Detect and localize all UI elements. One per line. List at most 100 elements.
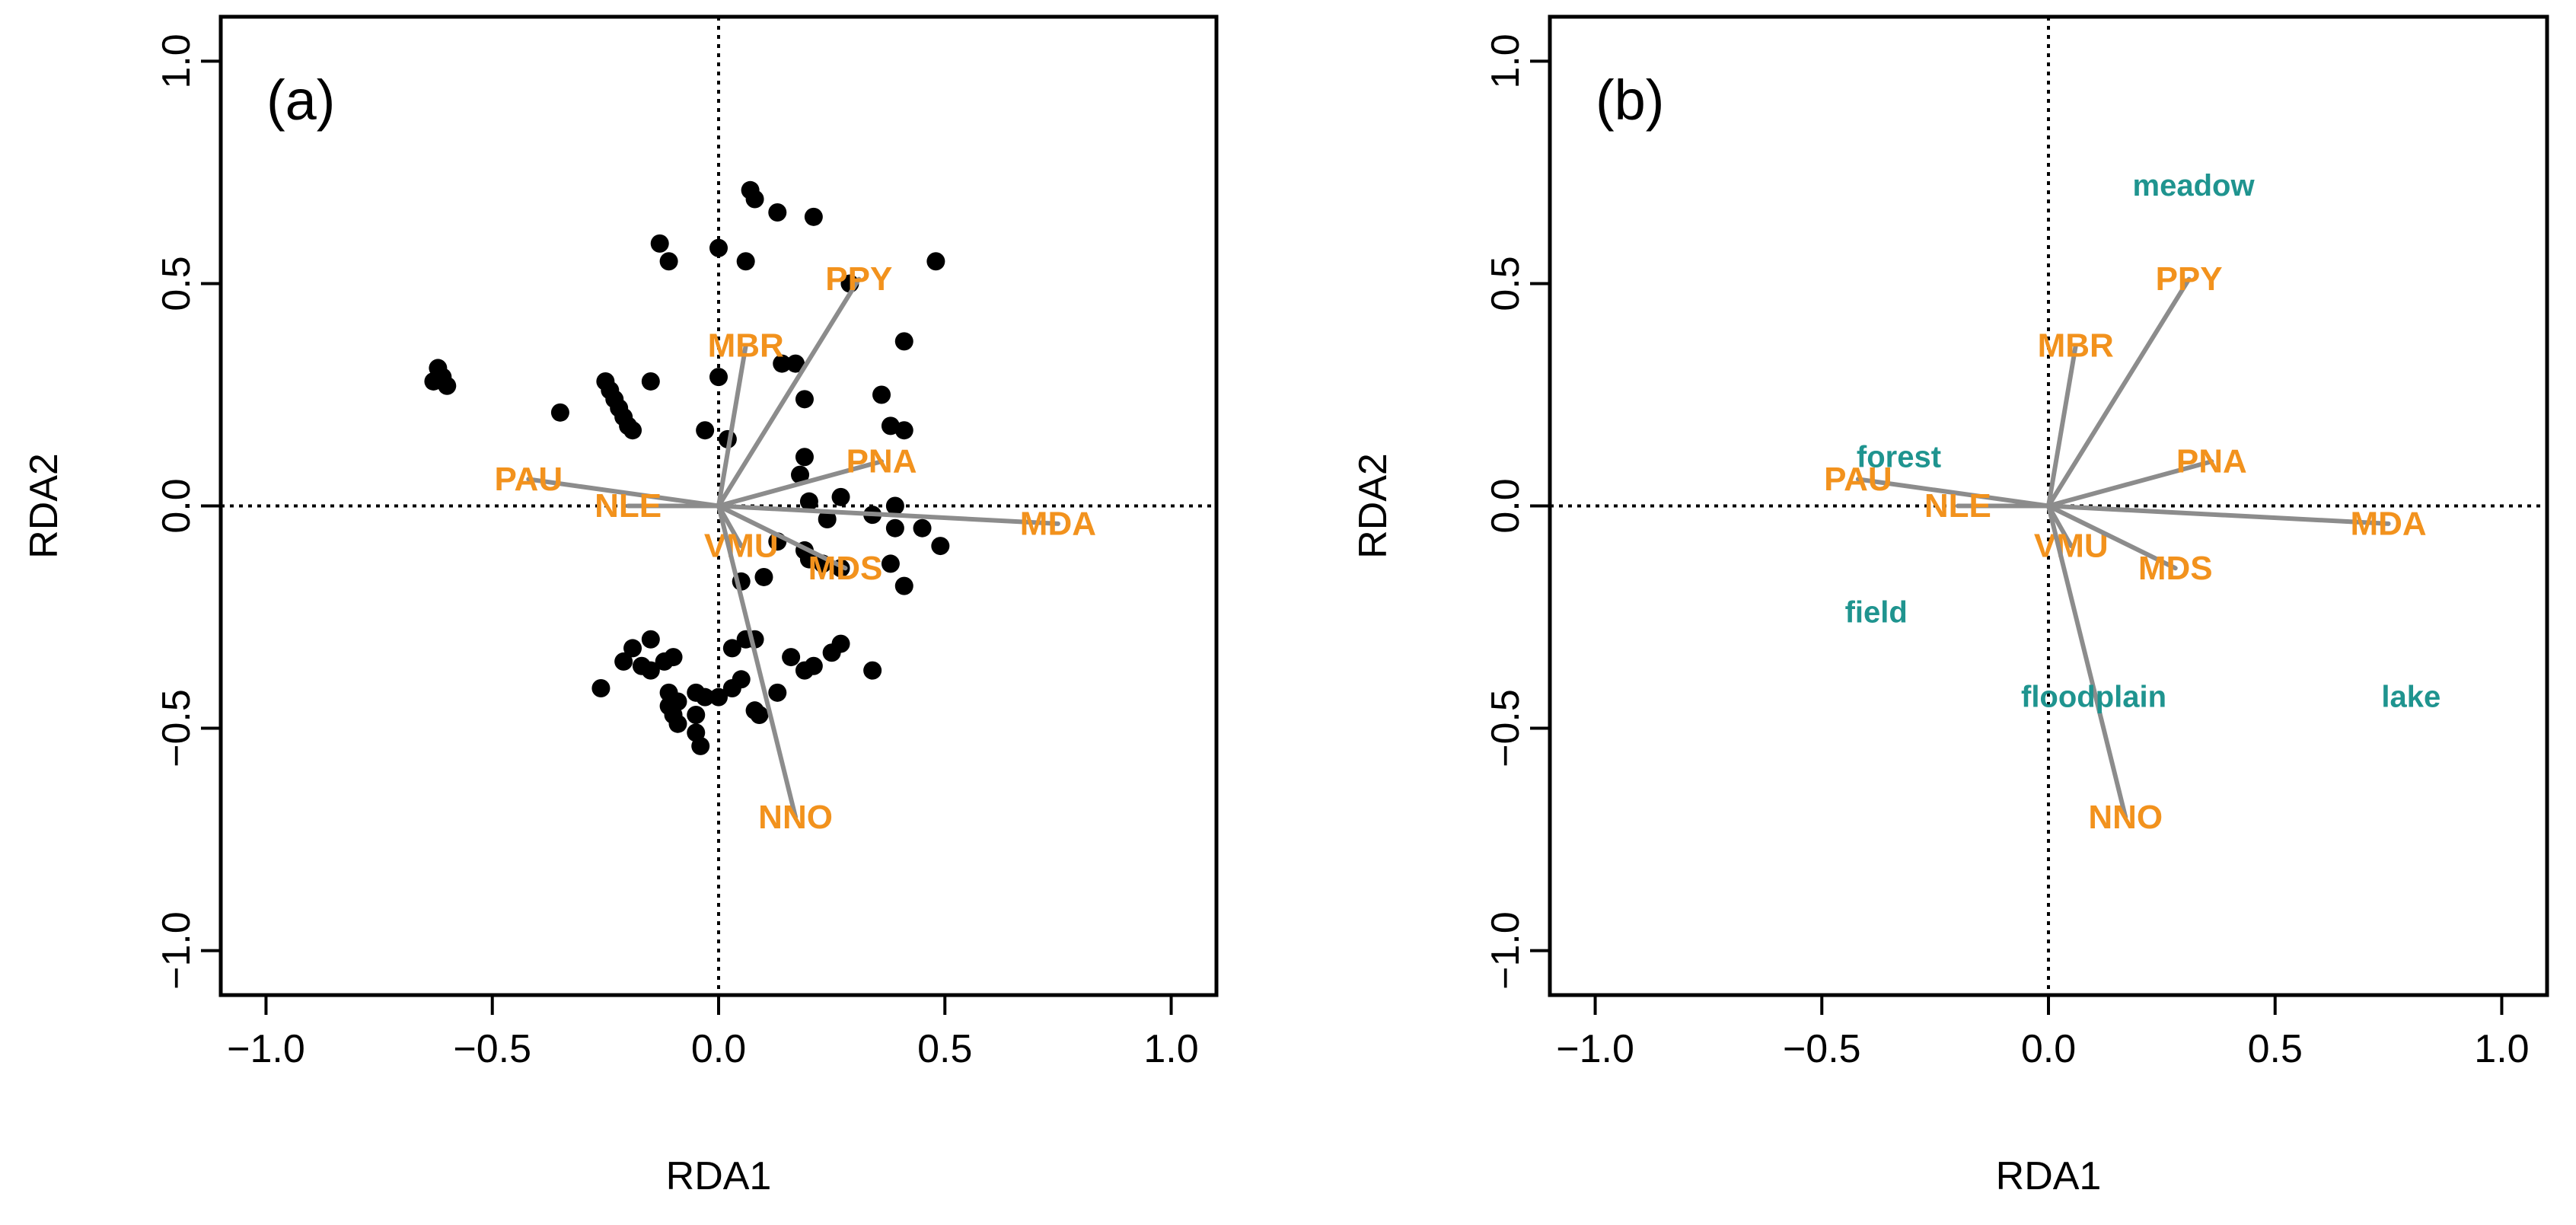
y-tick-label: −0.5 (1484, 689, 1528, 767)
sample-point (754, 567, 773, 586)
x-tick-label: −0.5 (1783, 1027, 1861, 1071)
sample-points (424, 180, 950, 755)
x-tick-label: 1.0 (2474, 1027, 2529, 1071)
sample-point (795, 448, 814, 467)
species-label-vmu: VMU (704, 528, 779, 565)
species-arrow-mda (2046, 503, 2391, 526)
sample-point (831, 487, 850, 506)
site-label-floodplain: floodplain (2021, 681, 2166, 714)
x-tick-label: −1.0 (1556, 1027, 1634, 1071)
sample-point (641, 372, 660, 391)
species-label-pna: PNA (846, 443, 917, 480)
sample-point (750, 706, 769, 725)
sample-point (623, 421, 642, 440)
sample-point (773, 354, 792, 373)
sample-point (804, 207, 823, 226)
species-arrow-pna (2046, 459, 2214, 509)
sample-point (641, 661, 660, 680)
sample-point (438, 376, 457, 395)
sample-point (894, 421, 913, 440)
species-label-mds: MDS (808, 550, 883, 587)
sample-point (894, 576, 913, 595)
sample-point (885, 496, 904, 515)
y-tick-label: 0.0 (1484, 478, 1528, 533)
species-label-pau: PAU (1824, 461, 1892, 498)
panel-a: −1.0 −0.5 0.0 0.5 1.0 −1.0 −0.5 0.0 0.5 1.0 RDA1 RD… (22, 14, 1219, 1198)
sample-point (768, 683, 787, 702)
x-axis-title: RDA1 (666, 1154, 772, 1198)
sample-point (799, 492, 818, 511)
sample-point (709, 238, 728, 257)
y-tick-label: 0.0 (155, 478, 199, 533)
x-tick-label: 0.0 (2021, 1027, 2076, 1071)
sample-point (691, 736, 710, 755)
site-label-lake: lake (2381, 681, 2441, 714)
x-tick-label: 0.0 (691, 1027, 746, 1071)
y-tick-label: 0.5 (155, 256, 199, 311)
sample-point (795, 390, 814, 409)
sample-point (641, 630, 660, 649)
sample-point (804, 656, 823, 675)
panel-label: (a) (266, 69, 335, 132)
x-tick-label: 0.5 (2248, 1027, 2303, 1071)
sample-point (550, 403, 569, 422)
sample-point (863, 661, 882, 680)
sample-point (831, 634, 850, 653)
sample-point (696, 687, 715, 707)
species-arrows: PPY MBR PNA PAU NLE MDA VMU MDS NNO (1824, 260, 2427, 836)
x-tick-label: −0.5 (453, 1027, 531, 1071)
species-arrow-nno (2046, 503, 2128, 820)
site-label-meadow: meadow (2133, 169, 2256, 203)
species-arrows: PPY MBR PNA PAU NLE MDA VMU MDS NNO (494, 260, 1096, 836)
site-labels: meadow forest field floodplain lake (1845, 169, 2441, 714)
sample-point (614, 652, 633, 671)
species-label-mbr: MBR (2038, 327, 2114, 365)
sample-point (736, 252, 755, 271)
species-label-vmu: VMU (2034, 528, 2109, 565)
species-label-nno: NNO (2088, 799, 2163, 836)
species-label-ppy: PPY (825, 260, 892, 298)
sample-point (745, 190, 764, 209)
sample-point (709, 368, 728, 387)
y-axis-title: RDA2 (22, 453, 66, 559)
species-arrow-ppy (716, 276, 862, 509)
sample-point (664, 648, 683, 667)
species-arrow-nno (716, 503, 799, 820)
species-label-nle: NLE (1924, 487, 1991, 525)
sample-point (885, 518, 904, 538)
species-label-mbr: MBR (708, 327, 784, 365)
y-tick-label: −1.0 (155, 911, 199, 990)
species-arrow-pau (1855, 477, 2051, 509)
x-tick-label: −1.0 (227, 1027, 305, 1071)
species-label-mds: MDS (2138, 550, 2213, 587)
sample-point (668, 714, 687, 733)
species-arrow-mbr (716, 343, 748, 509)
x-tick-label: 0.5 (917, 1027, 972, 1071)
species-label-mda: MDA (1020, 505, 1096, 542)
y-tick-label: 1.0 (155, 33, 199, 88)
sample-point (709, 687, 728, 707)
species-label-ppy: PPY (2156, 260, 2223, 298)
site-label-forest: forest (1857, 440, 1941, 474)
species-arrow-pna (716, 459, 885, 509)
y-tick-label: −0.5 (155, 689, 199, 767)
species-label-nno: NNO (758, 799, 833, 836)
sample-point (696, 421, 715, 440)
sample-point (926, 252, 945, 271)
species-arrow-pau (526, 477, 721, 509)
species-arrow-mds (716, 503, 848, 571)
sample-point (782, 648, 801, 667)
sample-point (659, 252, 678, 271)
panel-label: (b) (1596, 69, 1664, 132)
species-label-nle: NLE (595, 487, 662, 525)
y-tick-label: −1.0 (1484, 911, 1528, 990)
sample-point (872, 385, 891, 404)
sample-point (881, 554, 900, 573)
sample-point (591, 678, 611, 697)
sample-point (687, 706, 706, 725)
species-arrow-mda (716, 503, 1060, 526)
x-axis-title: RDA1 (1996, 1154, 2102, 1198)
sample-point (722, 639, 741, 658)
species-arrow-mds (2046, 503, 2178, 571)
